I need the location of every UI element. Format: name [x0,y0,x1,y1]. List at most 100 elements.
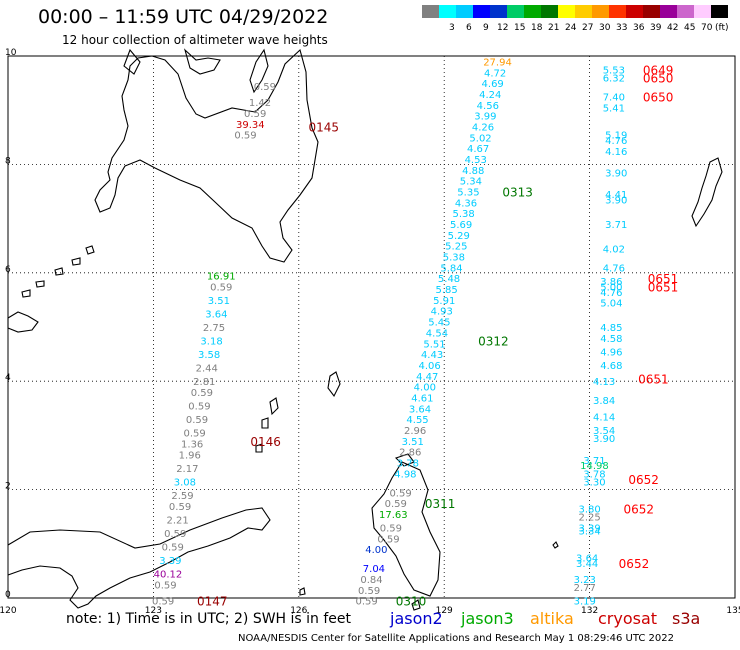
coastline-sulu-5 [21,289,31,298]
wave-height-value: 3.19 [574,597,596,608]
color-scale-label: (ft) [715,23,729,33]
wave-height-value: 3.54 [593,426,615,437]
color-scale-label: 27 [582,23,594,33]
wave-height-value: 0.59 [377,534,399,545]
longitude-tick-label: 129 [436,606,453,616]
wave-height-value: 5.34 [460,177,482,188]
coastline-sangihe-2 [261,417,269,429]
longitude-tick-label: 132 [581,606,598,616]
coastline-islet-2 [299,587,306,596]
wave-height-value: 2.75 [203,323,225,334]
wave-height-value: 0.84 [360,575,382,586]
color-scale-label: 15 [514,23,526,33]
wave-height-value: 2.25 [578,513,600,524]
satellite-pass: 27.944.724.694.244.563.994.265.024.674.5… [438,57,533,285]
coastline-talaud [327,371,341,398]
coastline-palau [691,157,723,228]
coastline-islet-1 [552,541,559,549]
coastline-bohol [183,48,221,75]
satellite-pass: 0650 [643,72,674,86]
coastline-borneo [7,311,39,333]
coastline-sulu-1 [85,245,95,255]
wave-height-value: 4.26 [472,122,494,133]
color-swatch [439,5,456,18]
coastline-morotai [394,453,415,467]
longitude-tick-label: 123 [145,606,162,616]
color-scale-label: 33 [616,23,628,33]
pass-time-label: 0652 [628,473,659,487]
wave-height-value: 5.19 [605,131,627,142]
wave-height-value: 4.02 [603,244,625,255]
wave-height-value: 4.88 [462,166,484,177]
wave-height-value: 3.90 [605,196,627,207]
wave-height-value: 3.44 [576,559,598,570]
wave-height-value: 0.59 [154,580,176,591]
color-scale-label: 3 [449,23,455,33]
latitude-tick-label: 0 [5,590,11,600]
wave-height-value: 0.59 [234,131,256,142]
wave-height-value: 4.72 [484,68,506,79]
wave-height-value: 4.00 [414,383,436,394]
coastline-sulu-4 [35,280,45,288]
satellite-pass: 0651 [648,280,679,294]
wave-height-value: 3.64 [576,553,598,564]
wave-height-value: 4.93 [431,307,453,318]
satellite-pass: 5.536.327.405.415.194.764.163.904.413.90… [603,64,674,275]
pass-time-label: 0650 [643,72,674,86]
wave-height-value: 4.61 [411,393,433,404]
wave-height-value: 4.76 [603,263,625,274]
color-swatch [643,5,660,18]
wave-height-value: 3.34 [578,526,600,537]
wave-height-value: 3.86 [600,277,622,288]
wave-height-value: 4.58 [600,334,622,345]
wave-height-value: 3.99 [474,112,496,123]
wave-height-value: 3.23 [574,575,596,586]
wave-height-value: 5.85 [435,285,457,296]
wave-height-value: 4.36 [455,198,477,209]
pass-time-label: 0650 [643,91,674,105]
wave-height-value: 2.96 [404,426,426,437]
wave-height-value: 3.84 [593,396,615,407]
pass-time-label: 0146 [250,435,281,449]
latitude-tick-label: 2 [5,482,11,492]
satellite-pass: 16.910.593.513.642.753.183.582.442.810.5… [159,272,281,568]
wave-height-value: 4.14 [593,412,615,423]
wave-height-value: 4.96 [600,347,622,358]
wave-height-value: 2.17 [176,464,198,475]
pass-time-label: 0312 [478,335,509,349]
wave-height-value: 2.86 [399,448,421,459]
legend-entry: jason2 [390,609,443,628]
units-note: note: 1) Time is in UTC; 2) SWH is in fe… [66,611,352,627]
map-title: 00:00 – 11:59 UTC 04/29/2022 [38,6,329,28]
observations-layer: 0.591.420.5939.340.59014516.910.593.513.… [152,57,678,608]
longitude-tick-label: 135 [726,606,740,616]
wave-height-value: 0.59 [188,402,210,413]
pass-time-label: 0147 [197,595,228,609]
wave-height-value: 5.91 [433,296,455,307]
wave-height-value: 3.64 [409,404,431,415]
wave-height-value: 5.04 [600,299,622,310]
color-swatch [524,5,541,18]
wave-height-value: 5.69 [450,220,472,231]
wave-height-value: 2.81 [193,377,215,388]
longitude-tick-label: 120 [0,606,17,616]
wave-height-value: 4.41 [605,190,627,201]
satellite-pass: 3.865.004.765.04 0651 [600,272,678,309]
wave-height-value: 14.98 [580,461,609,472]
color-scale-label: 12 [497,23,509,33]
pass-time-label: 0310 [396,595,427,609]
wave-height-value: 4.76 [600,288,622,299]
wave-height-value: 4.16 [605,147,627,158]
pass-time-label: 0649 [643,64,674,78]
pass-time-label: 0145 [308,120,339,134]
wave-height-value: 0.59 [244,109,266,120]
wave-height-value: 5.35 [457,188,479,199]
wave-height-value: 4.06 [419,361,441,372]
coastline-halmahera [371,461,441,597]
wave-height-value: 3.90 [593,434,615,445]
wave-height-value: 5.25 [445,242,467,253]
wave-height-value: 4.24 [479,90,501,101]
wave-height-value: 3.71 [583,456,605,467]
